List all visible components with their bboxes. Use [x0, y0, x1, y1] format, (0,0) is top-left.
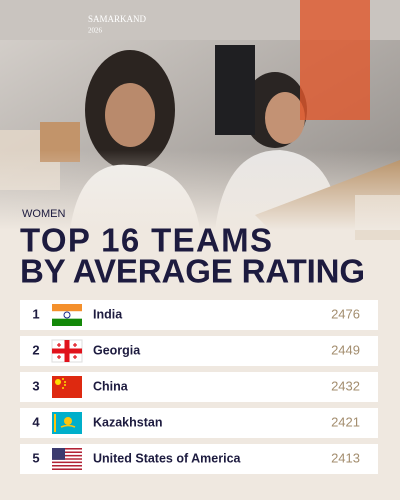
flag-small-cross — [58, 355, 60, 359]
rating: 2476 — [331, 306, 360, 321]
flag-stripe — [52, 463, 82, 465]
flag — [52, 376, 82, 398]
flag-stripe — [52, 459, 82, 462]
flag-stripe — [52, 454, 82, 457]
flag-band — [52, 304, 82, 312]
flag-stripe — [52, 456, 82, 459]
flag-star — [62, 378, 64, 380]
category-label: WOMEN — [22, 208, 65, 220]
flag-small-cross — [74, 355, 76, 359]
table-row: 5 United States of America 2413 — [20, 444, 378, 474]
ranking-table: 1 India 2476 2 Georgia 2449 3 China 2432 4 Kazakhs… — [20, 300, 378, 474]
rating: 2421 — [331, 414, 360, 429]
flag-eagle — [60, 424, 76, 428]
flag-sun — [64, 417, 72, 425]
flag-stripe — [52, 461, 82, 464]
flag-star — [55, 379, 61, 385]
country: United States of America — [93, 451, 242, 465]
flag — [52, 412, 82, 434]
flag-stripe — [52, 451, 82, 454]
table-row: 4 Kazakhstan 2421 — [20, 408, 378, 438]
country: Georgia — [93, 343, 141, 357]
logo-name: SAMARKAND — [88, 14, 147, 24]
flag-ornament — [54, 414, 56, 432]
country: China — [93, 379, 129, 393]
flag-stripe — [52, 464, 82, 467]
photo — [0, 0, 400, 240]
flag-star — [64, 381, 66, 383]
flag — [52, 304, 82, 326]
rank: 3 — [32, 378, 39, 393]
title-line-2: BY AVERAGE RATING — [20, 253, 365, 290]
country: Kazakhstan — [93, 415, 162, 429]
flag-stripe — [52, 449, 82, 452]
rating: 2413 — [331, 450, 360, 465]
flag-cross — [52, 348, 82, 354]
rating: 2432 — [331, 378, 360, 393]
flag-small-cross — [74, 343, 76, 347]
flag-stripe — [52, 453, 82, 455]
rating: 2449 — [331, 342, 360, 357]
table-row: 2 Georgia 2449 — [20, 336, 378, 366]
table-row: 1 India 2476 — [20, 300, 378, 330]
rank: 4 — [32, 414, 40, 429]
logo-year: 2026 — [88, 27, 103, 35]
flag-band — [52, 311, 82, 319]
table-row: 3 China 2432 — [20, 372, 378, 402]
flag-wheel — [63, 311, 71, 319]
flag-stripe — [52, 448, 82, 450]
flag-small-cross — [58, 343, 60, 347]
flag — [51, 339, 83, 363]
flag-stripe — [52, 466, 82, 469]
flag-field — [52, 376, 82, 398]
flag-band — [52, 318, 82, 326]
flag — [52, 448, 82, 470]
flag-star — [64, 384, 66, 386]
flag-stripe — [52, 468, 82, 470]
flag-canton — [52, 448, 65, 460]
flag-stripe — [52, 458, 82, 460]
flag-star — [62, 387, 64, 389]
country: India — [93, 307, 123, 321]
rank: 1 — [32, 306, 39, 321]
rank: 5 — [32, 450, 39, 465]
rank: 2 — [32, 342, 39, 357]
title-line-1: TOP 16 TEAMS — [20, 222, 272, 259]
